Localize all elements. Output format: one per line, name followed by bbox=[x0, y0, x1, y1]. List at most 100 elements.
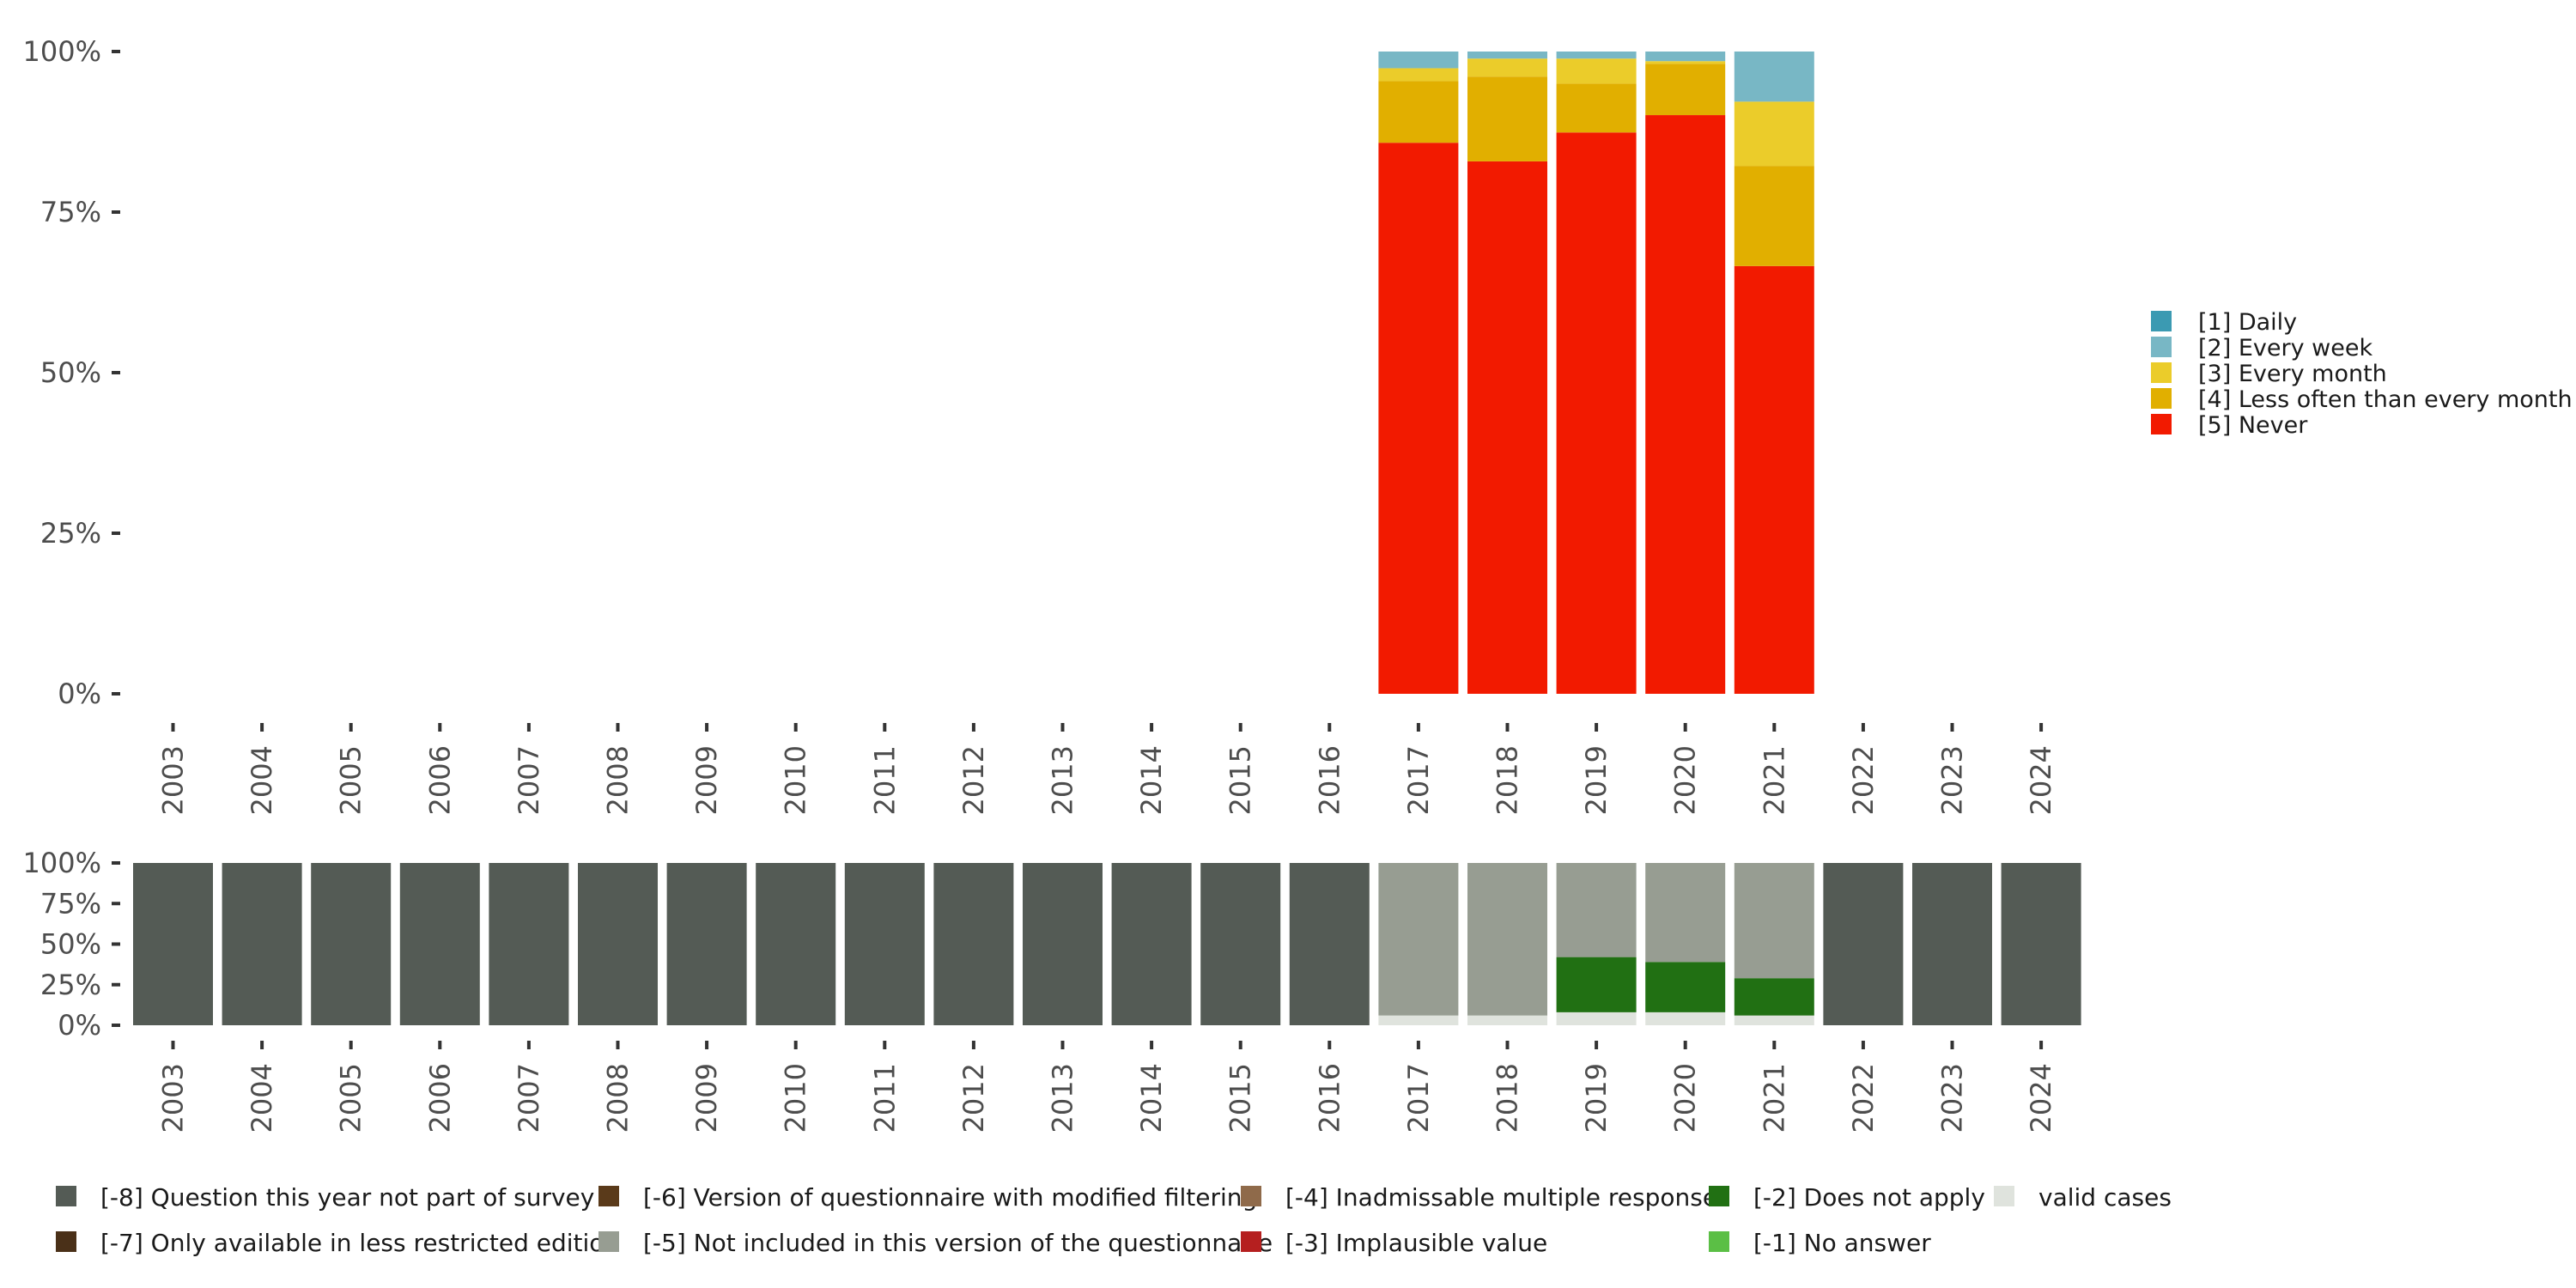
bottom-x-tick-label-2006: 2006 bbox=[423, 1063, 456, 1133]
bottom-bar-2006-8-question-this-year-not-part-of-survey bbox=[399, 863, 480, 1025]
legend-swatch-3-every-month bbox=[2151, 362, 2172, 383]
bottom-bar-2012-8-question-this-year-not-part-of-survey bbox=[933, 863, 1014, 1025]
top-x-tick-label-2022: 2022 bbox=[1847, 745, 1880, 815]
top-bar-2017-2-every-week bbox=[1378, 52, 1459, 69]
top-bar-2021-5-never bbox=[1734, 265, 1814, 694]
top-x-tick-label-2023: 2023 bbox=[1936, 745, 1969, 815]
legend-swatch-8-question-this-year-not-part-of-survey bbox=[56, 1186, 76, 1206]
bottom-bar-2020-5-not-included-in-this-version-of-the-questionnaire bbox=[1645, 863, 1726, 963]
top-bar-2017-3-every-month bbox=[1378, 68, 1459, 82]
top-x-tick-label-2009: 2009 bbox=[690, 745, 723, 815]
top-x-tick-label-2015: 2015 bbox=[1224, 745, 1257, 815]
legend-label-6-version-of-questionnaire-with-modified-filtering: [-6] Version of questionnaire with modif… bbox=[643, 1183, 1257, 1212]
top-bar-2021-4-less-often-than-every-month bbox=[1734, 166, 1814, 266]
top-x-tick-label-2013: 2013 bbox=[1047, 745, 1079, 815]
top-bar-2021-3-every-month bbox=[1734, 101, 1814, 167]
legend-swatch-4-inadmissable-multiple-response bbox=[1241, 1186, 1261, 1206]
legend-label-3-every-month: [3] Every month bbox=[2198, 361, 2387, 387]
bottom-bar-2024-8-question-this-year-not-part-of-survey bbox=[2001, 863, 2081, 1025]
legend-swatch-7-only-available-in-less-restricted-edition bbox=[56, 1231, 76, 1252]
bottom-x-tick-label-2005: 2005 bbox=[335, 1063, 368, 1133]
bottom-bar-2020-2-does-not-apply bbox=[1645, 962, 1726, 1012]
right-legend: [1] Daily[2] Every week[3] Every month[4… bbox=[2151, 309, 2573, 439]
legend-label-8-question-this-year-not-part-of-survey: [-8] Question this year not part of surv… bbox=[100, 1183, 594, 1212]
legend-label-1-daily: [1] Daily bbox=[2198, 309, 2297, 336]
bottom-bar-2015-8-question-this-year-not-part-of-survey bbox=[1200, 863, 1281, 1025]
bottom-x-tick-label-2022: 2022 bbox=[1847, 1063, 1880, 1133]
top-bar-2019-4-less-often-than-every-month bbox=[1556, 83, 1637, 133]
bottom-x-tick-label-2024: 2024 bbox=[2025, 1063, 2057, 1133]
legend-label-2-every-week: [2] Every week bbox=[2198, 335, 2372, 361]
bottom-x-tick-label-2012: 2012 bbox=[957, 1063, 990, 1133]
bottom-bar-2018-5-not-included-in-this-version-of-the-questionnaire bbox=[1467, 863, 1547, 1016]
top-x-tick-label-2010: 2010 bbox=[780, 745, 812, 815]
bottom-bar-2022-8-question-this-year-not-part-of-survey bbox=[1823, 863, 1904, 1025]
top-x-tick-label-2019: 2019 bbox=[1580, 745, 1613, 815]
top-x-tick-label-2018: 2018 bbox=[1492, 745, 1524, 815]
bottom-bar-2020-valid-cases bbox=[1645, 1012, 1726, 1025]
legend-swatch-1-daily bbox=[2151, 311, 2172, 331]
top-y-tick-label: 25% bbox=[40, 517, 101, 550]
bottom-bar-2016-8-question-this-year-not-part-of-survey bbox=[1289, 863, 1370, 1025]
top-bar-2021-2-every-week bbox=[1734, 52, 1814, 102]
bottom-bar-2014-8-question-this-year-not-part-of-survey bbox=[1111, 863, 1192, 1025]
bottom-y-tick-label: 0% bbox=[58, 1009, 101, 1042]
legend-swatch-1-no-answer bbox=[1709, 1231, 1729, 1252]
legend-label-7-only-available-in-less-restricted-edition: [-7] Only available in less restricted e… bbox=[100, 1229, 619, 1257]
top-bar-2019-2-every-week bbox=[1556, 52, 1637, 59]
bottom-bar-2005-8-question-this-year-not-part-of-survey bbox=[311, 863, 392, 1025]
bottom-bar-2010-8-question-this-year-not-part-of-survey bbox=[756, 863, 836, 1025]
bottom-bar-2013-8-question-this-year-not-part-of-survey bbox=[1023, 863, 1103, 1025]
top-bar-2020-4-less-often-than-every-month bbox=[1645, 64, 1726, 116]
top-x-tick-label-2007: 2007 bbox=[513, 745, 545, 815]
bottom-y-tick-label: 100% bbox=[23, 847, 101, 879]
top-bar-2018-3-every-month bbox=[1467, 58, 1547, 77]
bottom-x-tick-label-2016: 2016 bbox=[1313, 1063, 1346, 1133]
top-x-tick-label-2008: 2008 bbox=[602, 745, 635, 815]
bottom-x-tick-label-2009: 2009 bbox=[690, 1063, 723, 1133]
bottom-x-tick-label-2014: 2014 bbox=[1135, 1063, 1168, 1133]
bottom-x-tick-label-2004: 2004 bbox=[246, 1063, 278, 1133]
bottom-bar-2011-8-question-this-year-not-part-of-survey bbox=[844, 863, 925, 1025]
legend-label-2-does-not-apply: [-2] Does not apply bbox=[1753, 1183, 1985, 1212]
bottom-bar-2007-8-question-this-year-not-part-of-survey bbox=[489, 863, 569, 1025]
top-x-tick-label-2003: 2003 bbox=[157, 745, 190, 815]
top-bar-2018-2-every-week bbox=[1467, 52, 1547, 59]
bottom-x-tick-label-2021: 2021 bbox=[1758, 1063, 1790, 1133]
top-x-tick-label-2021: 2021 bbox=[1758, 745, 1790, 815]
bottom-bar-2008-8-question-this-year-not-part-of-survey bbox=[578, 863, 658, 1025]
bottom-bar-2018-valid-cases bbox=[1467, 1015, 1547, 1025]
top-bar-2018-5-never bbox=[1467, 161, 1547, 694]
legend-label-4-less-often-than-every-month: [4] Less often than every month bbox=[2198, 386, 2573, 413]
bottom-x-tick-label-2010: 2010 bbox=[780, 1063, 812, 1133]
top-bar-2019-3-every-month bbox=[1556, 58, 1637, 84]
top-bar-2018-4-less-often-than-every-month bbox=[1467, 76, 1547, 161]
top-x-tick-label-2014: 2014 bbox=[1135, 745, 1168, 815]
top-y-tick-label: 0% bbox=[58, 677, 101, 710]
legend-swatch-2-every-week bbox=[2151, 337, 2172, 357]
top-chart: 0% 25% 50% 75% 100% 2003 2004 2005 2006 2007 2008 2… bbox=[23, 35, 2058, 815]
top-x-tick-label-2017: 2017 bbox=[1402, 745, 1435, 815]
bottom-y-tick-label: 75% bbox=[40, 887, 101, 920]
top-bar-2020-2-every-week bbox=[1645, 52, 1726, 62]
legend-swatch-valid-cases bbox=[1994, 1186, 2014, 1206]
bottom-bar-2019-2-does-not-apply bbox=[1556, 957, 1637, 1012]
bottom-bar-2019-5-not-included-in-this-version-of-the-questionnaire bbox=[1556, 863, 1637, 957]
top-y-tick-label: 50% bbox=[40, 356, 101, 389]
top-bar-2020-5-never bbox=[1645, 115, 1726, 694]
bottom-x-tick-label-2011: 2011 bbox=[868, 1063, 901, 1133]
bottom-legend: [-8] Question this year not part of surv… bbox=[56, 1183, 2172, 1257]
top-x-tick-label-2020: 2020 bbox=[1669, 745, 1702, 815]
legend-label-5-never: [5] Never bbox=[2198, 412, 2308, 439]
bottom-x-tick-label-2020: 2020 bbox=[1669, 1063, 1702, 1133]
legend-label-valid-cases: valid cases bbox=[2038, 1183, 2172, 1212]
legend-swatch-2-does-not-apply bbox=[1709, 1186, 1729, 1206]
bottom-bar-2009-8-question-this-year-not-part-of-survey bbox=[666, 863, 747, 1025]
bottom-y-tick-label: 50% bbox=[40, 928, 101, 961]
legend-swatch-5-never bbox=[2151, 414, 2172, 434]
bottom-x-tick-label-2008: 2008 bbox=[602, 1063, 635, 1133]
bottom-x-tick-label-2018: 2018 bbox=[1492, 1063, 1524, 1133]
top-x-tick-label-2011: 2011 bbox=[868, 745, 901, 815]
legend-swatch-6-version-of-questionnaire-with-modified-filtering bbox=[598, 1186, 619, 1206]
